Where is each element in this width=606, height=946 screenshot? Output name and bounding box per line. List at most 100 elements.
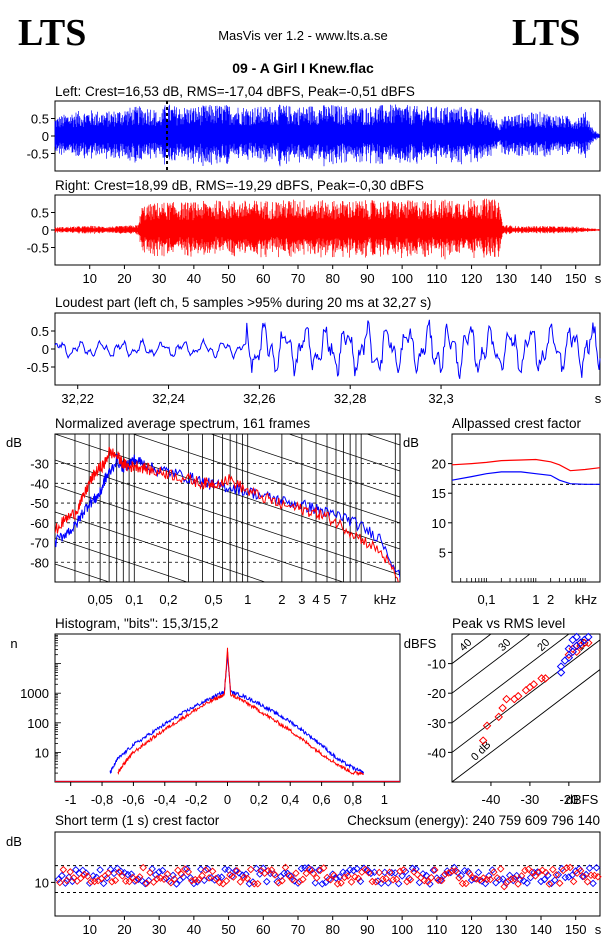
pvr-point — [556, 662, 566, 671]
x-tick-label: 130 — [495, 271, 517, 286]
stc-point — [330, 871, 338, 880]
stc-point — [212, 874, 220, 883]
stc-point — [363, 866, 372, 874]
spectrum-xtick-label: 4 — [312, 592, 319, 607]
stc-point — [201, 866, 210, 874]
x-tick-label: 140 — [530, 271, 552, 286]
stc-point — [375, 868, 383, 877]
stc-point — [101, 872, 109, 880]
stc-point — [177, 870, 186, 878]
stc-point — [413, 870, 422, 879]
x-tick-label: 32,28 — [334, 391, 367, 406]
x-tick-label: 32,22 — [61, 391, 94, 406]
stc-point — [247, 865, 255, 874]
apc-ytick-label: 10 — [432, 516, 446, 531]
stc-ylabel: dB — [6, 834, 22, 849]
stc-point — [512, 871, 521, 880]
waveform-ytick-label: 0 — [42, 223, 49, 238]
spectrum-xtick-label: 0,1 — [125, 592, 143, 607]
stc-point — [583, 878, 592, 886]
apc-xtick-label: 0,1 — [477, 592, 495, 607]
stc-point — [457, 872, 465, 880]
pvr-point — [560, 656, 570, 665]
stc-point — [335, 873, 344, 881]
x-tick-label: 80 — [325, 271, 339, 286]
spectrum-xtick-label: 7 — [340, 592, 347, 607]
hist-xtick-label: 0,8 — [344, 792, 362, 807]
stc-ytick-label: 10 — [35, 875, 49, 890]
stc-point — [231, 867, 240, 875]
x-tick-label: 110 — [426, 271, 447, 286]
crest-diagonal-line — [452, 634, 492, 664]
x-unit-label: s — [595, 391, 602, 406]
loudest-ytick-label: -0.5 — [27, 360, 49, 375]
x-tick-label: 140 — [530, 922, 552, 937]
spectrum-xtick-label: 0,2 — [159, 592, 177, 607]
spectrum-xtick-label: 5 — [323, 592, 330, 607]
stc-point — [76, 874, 85, 883]
stc-point — [172, 880, 181, 888]
stc-point — [243, 874, 252, 883]
x-tick-label: 50 — [221, 922, 235, 937]
x-tick-label: 110 — [426, 922, 447, 937]
x-tick-label: 40 — [187, 922, 201, 937]
stc-point — [521, 866, 529, 875]
stc-point — [517, 872, 526, 880]
file-title: 09 - A Girl I Knew.flac — [232, 60, 374, 76]
pvr-point — [564, 653, 574, 662]
spectrum-title: Normalized average spectrum, 161 frames — [55, 416, 310, 431]
stc-point — [594, 872, 602, 881]
stc-point — [54, 875, 63, 884]
hist-ytick-label: 1000 — [20, 686, 49, 701]
stc-point — [576, 867, 585, 875]
checksum-text: Checksum (energy): 240 759 609 796 140 — [347, 813, 600, 828]
waveform-ytick-label: -0.5 — [27, 147, 49, 162]
stc-point — [406, 875, 415, 884]
pvr-xtick-label: -20 — [559, 792, 578, 807]
hist-xtick-label: -0,8 — [91, 792, 113, 807]
stc-point — [531, 872, 540, 880]
stc-point — [551, 876, 559, 884]
stc-point — [537, 877, 545, 886]
x-tick-label: 130 — [495, 922, 517, 937]
stc-point — [188, 876, 196, 885]
plot-frame — [451, 433, 601, 583]
stc-point — [183, 865, 191, 873]
hist-xtick-label: -0,6 — [122, 792, 144, 807]
stc-point — [382, 874, 390, 883]
hist-xtick-label: 0,6 — [313, 792, 331, 807]
x-tick-label: 20 — [117, 922, 131, 937]
left-waveform-title: Left: Crest=16,53 dB, RMS=-17,04 dBFS, P… — [55, 84, 415, 99]
histogram-chart: 1000 100 10 n -1 -0,8 -0,6 -0,4 -0,2 0 0,2 0,4 0,6 0,… — [10, 633, 401, 807]
stc-point — [142, 879, 151, 888]
x-tick-label: 50 — [221, 271, 235, 286]
stc-point — [61, 879, 70, 887]
stc-point — [155, 868, 163, 876]
stc-point — [127, 870, 136, 878]
stc-point — [205, 874, 213, 882]
stc-point — [315, 866, 323, 874]
pvr-ylabel: dBFS — [404, 636, 437, 651]
stc-point — [252, 864, 261, 873]
stc-point — [523, 879, 531, 887]
x-tick-label: 70 — [291, 922, 305, 937]
x-tick-label: 30 — [152, 271, 166, 286]
spectrum-ytick-label: -40 — [30, 476, 49, 491]
pvr-xlabel: dBFS — [566, 792, 599, 807]
stc-point — [340, 873, 349, 882]
spectrum-ytick-label: -80 — [30, 555, 49, 570]
stc-point — [465, 869, 474, 878]
stc-point — [160, 875, 168, 884]
stc-point — [217, 873, 226, 881]
stc-point — [281, 863, 290, 872]
stc-point — [56, 878, 64, 887]
stc-point — [108, 878, 116, 886]
apc-xtick-label: 1 — [532, 592, 539, 607]
plot-frame — [451, 633, 601, 783]
slope-line — [209, 434, 400, 498]
apc-xtick-label: 2 — [547, 592, 554, 607]
stc-point — [318, 880, 327, 888]
loudest-trace — [54, 319, 601, 379]
stc-point — [256, 870, 264, 878]
